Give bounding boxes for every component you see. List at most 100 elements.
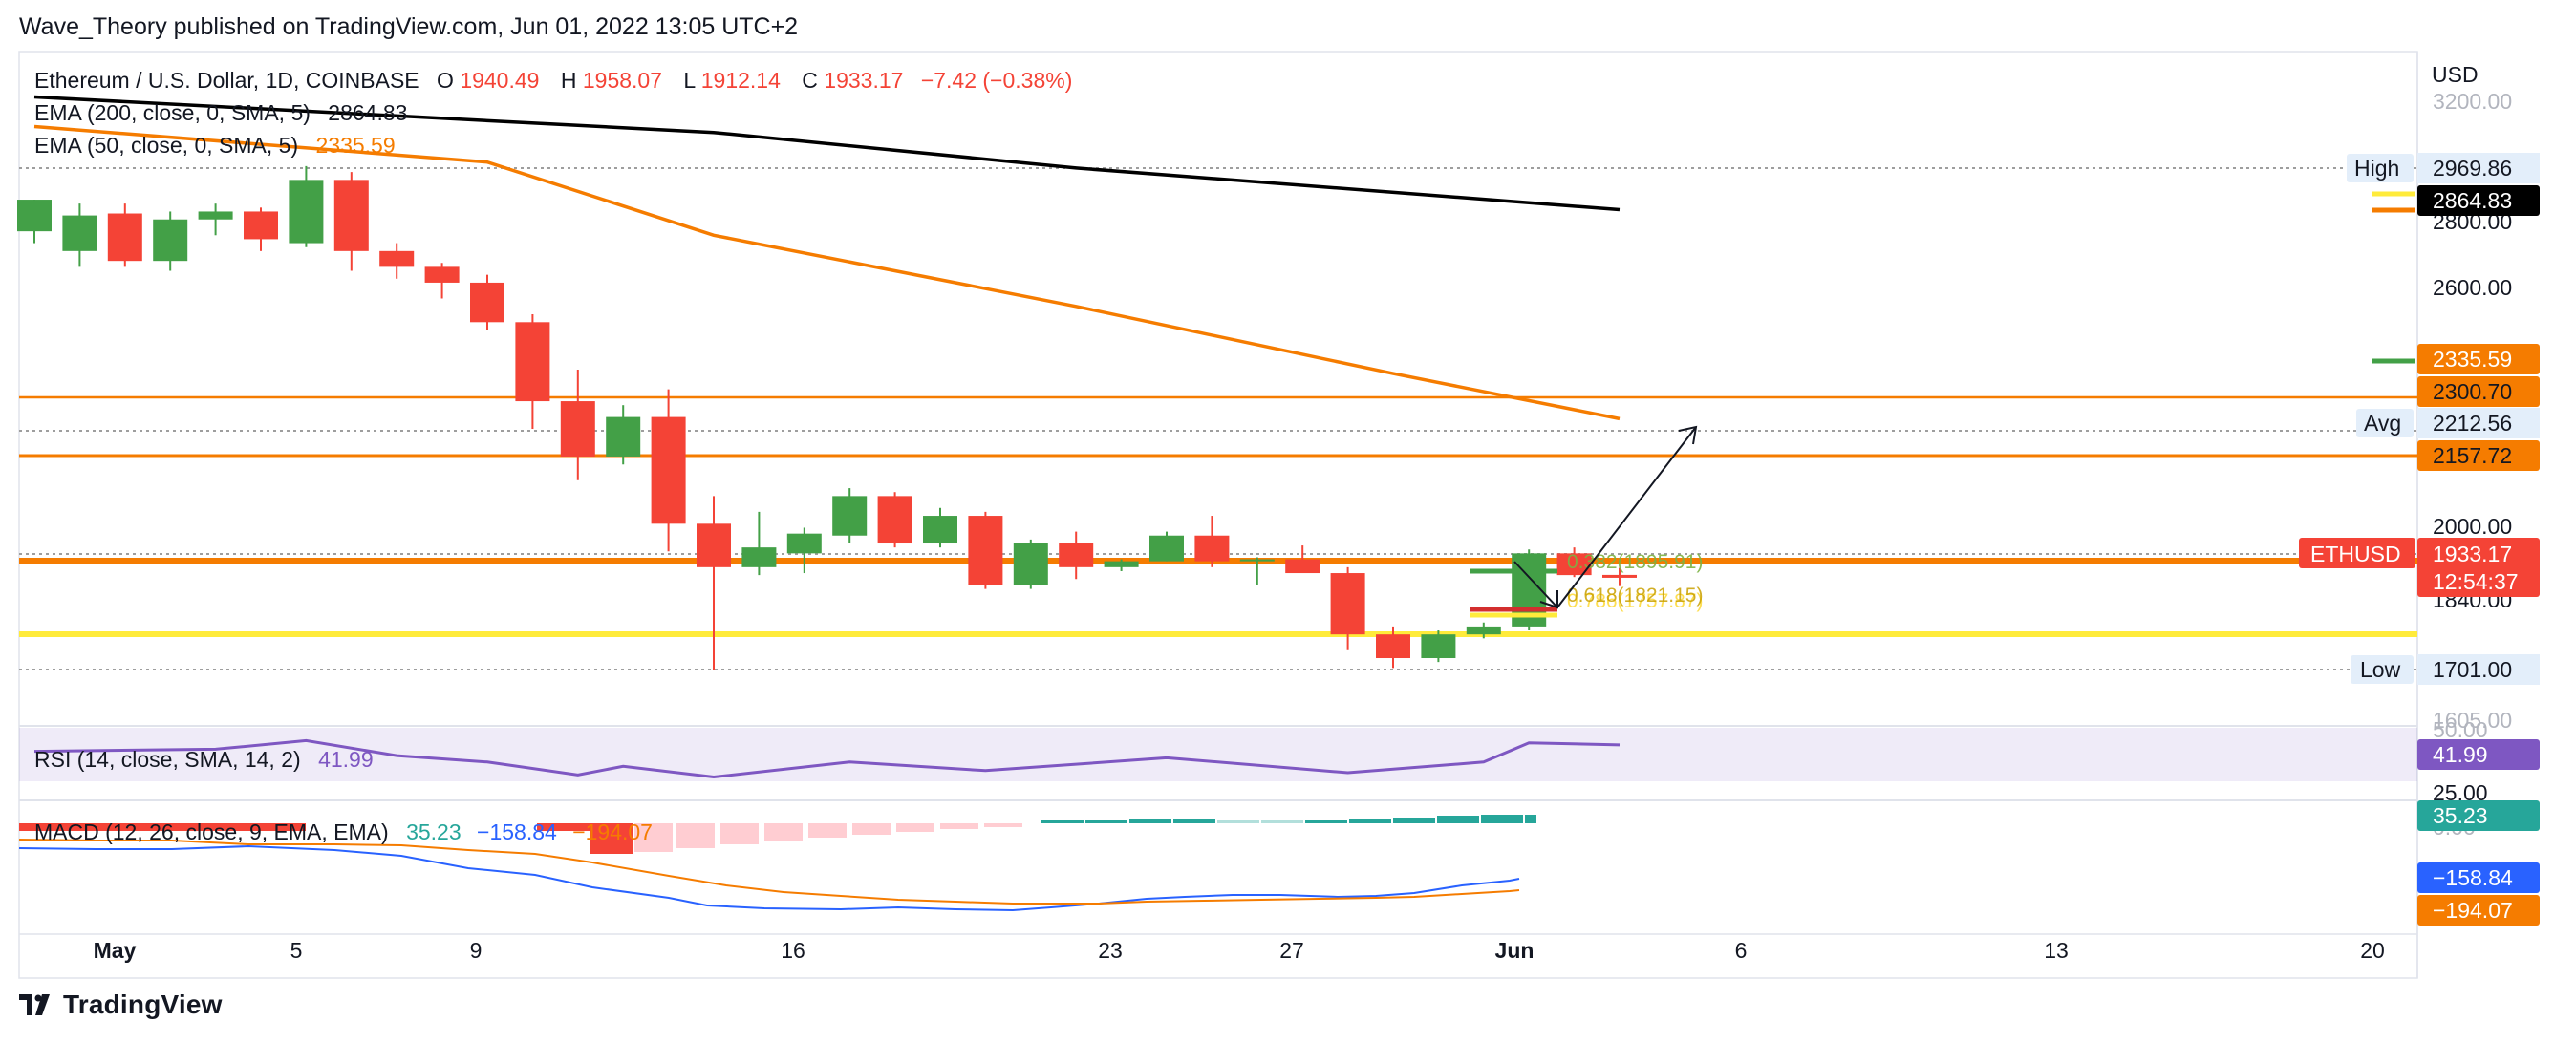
candle-up [62,215,97,251]
macd-hist-value-bg [2417,800,2540,831]
avg-price-bg [2417,408,2540,438]
candle-up [923,516,957,544]
macd-line-value: −158.84 [2433,865,2513,890]
candle-down [651,416,686,524]
macd-hist-bar [852,823,891,835]
candle-down [1330,573,1365,635]
candle-up [153,219,188,262]
macd-hist-bar [1261,820,1303,823]
tradingview-logo-icon [19,994,50,1015]
symbol-tag-bg [2299,538,2415,568]
close-value: 1933.17 [824,68,903,93]
high-tag: High [2354,156,2399,181]
ema200-legend-label: EMA (200, close, 0, SMA, 5) [34,100,311,125]
macd-signal-value-bg [2417,895,2540,926]
level-2300-price: 2300.70 [2433,379,2512,404]
tradingview-logo[interactable]: TradingView [19,990,223,1020]
ema50-legend: EMA (50, close, 0, SMA, 5) 2335.59 [34,133,396,158]
macd-signal-value: −194.07 [2433,898,2513,923]
last-price: 1933.17 [2433,542,2512,566]
low-tag-bg [2351,655,2414,684]
fib-618-label: 0.618(1821.15) [1567,585,1703,607]
change-value: −7.42 (−0.38%) [921,68,1073,93]
signal-line [18,839,1520,905]
price-tick-2600: 2600.00 [2433,275,2512,300]
candles [17,165,1637,670]
candle-down [470,282,504,323]
macd-hist-bar [720,823,759,844]
candle-down [379,250,415,267]
candle-down [697,523,731,567]
candle-up [289,180,324,244]
candle-down [1602,574,1637,578]
rsi-value-bg [2417,739,2540,770]
fib-786-label: 0.786(1757.87) [1567,590,1703,612]
macd-hist-bar [764,823,803,841]
header-legend: Ethereum / U.S. Dollar, 1D, COINBASE O 1… [34,68,1072,158]
price-tick-1605: 1605.00 [2433,708,2512,733]
time-label-6: 6 [1735,938,1748,963]
macd-hist-bar [1349,820,1391,823]
high-label: H [561,68,577,93]
candle-up [832,496,868,536]
time-label-5: 5 [290,938,303,963]
macd-hist-bar [537,823,625,831]
macd-hist-value: 35.23 [2433,803,2488,828]
rsi-axis-top: 50.00 [2433,717,2488,742]
macd-legend-label: MACD (12, 26, close, 9, EMA, EMA) [34,820,389,844]
time-label-20: 20 [2360,938,2385,963]
low-value: 1912.14 [701,68,781,93]
candle-down [1194,535,1230,562]
candle-down [424,266,460,283]
candle-up [786,533,822,554]
macd-hist-bar [1129,820,1171,823]
high-price: 2969.86 [2433,156,2512,181]
high-value: 1958.07 [583,68,662,93]
ema50-price-bg [2417,344,2540,374]
macd-hist-bar [1393,818,1435,823]
candle-down [1556,553,1592,576]
symbol-title: Ethereum / U.S. Dollar, 1D, COINBASE [34,68,419,93]
macd-hist-bar [1437,816,1479,823]
level-2300-price-bg [2417,376,2540,407]
time-label-may: May [94,938,137,963]
macd-line [18,844,1520,912]
avg-tag-bg [2356,409,2414,437]
price-tick-2000: 2000.00 [2433,514,2512,539]
ema200-price: 2864.83 [2433,188,2512,213]
macd-hist-bar [1041,820,1084,823]
high-price-bg [2417,153,2540,183]
ema50-legend-value: 2335.59 [316,133,396,158]
time-label-27: 27 [1279,938,1304,963]
publisher-line: Wave_Theory published on TradingView.com… [19,13,799,40]
macd-hist-bar [1173,819,1215,823]
macd-legend: MACD (12, 26, close, 9, EMA, EMA) 35.23 … [34,820,653,844]
projection-end-arrowhead [1678,425,1698,445]
low-price: 1701.00 [2433,657,2512,682]
macd-hist-bar [19,823,306,831]
low-tag: Low [2360,657,2401,682]
candle-down [333,180,369,251]
macd-legend-signal: −194.07 [572,820,653,844]
macd-histogram [19,815,1536,854]
price-tick-3200: 3200.00 [2433,89,2512,114]
macd-hist-bar [984,823,1022,827]
candle-down [107,213,142,262]
fib-382-label: 0.382(1895.91) [1567,551,1703,573]
time-label-jun: Jun [1495,938,1535,963]
high-tag-bg [2347,154,2414,182]
time-label-16: 16 [781,938,805,963]
macd-legend-macd: −158.84 [477,820,557,844]
last-price-bg [2417,538,2540,597]
level-2157-price: 2157.72 [2433,443,2512,468]
macd-hist-bar [1217,820,1259,823]
macd-hist-bar [676,823,715,848]
rsi-legend: RSI (14, close, SMA, 14, 2) 41.99 [34,747,374,772]
rsi-band [19,728,2417,781]
ema50-price: 2335.59 [2433,347,2512,372]
ema50-legend-label: EMA (50, close, 0, SMA, 5) [34,133,298,158]
level-2157-price-bg [2417,440,2540,471]
rsi-axis-value: 41.99 [2433,742,2488,767]
rsi-line [33,738,1621,779]
